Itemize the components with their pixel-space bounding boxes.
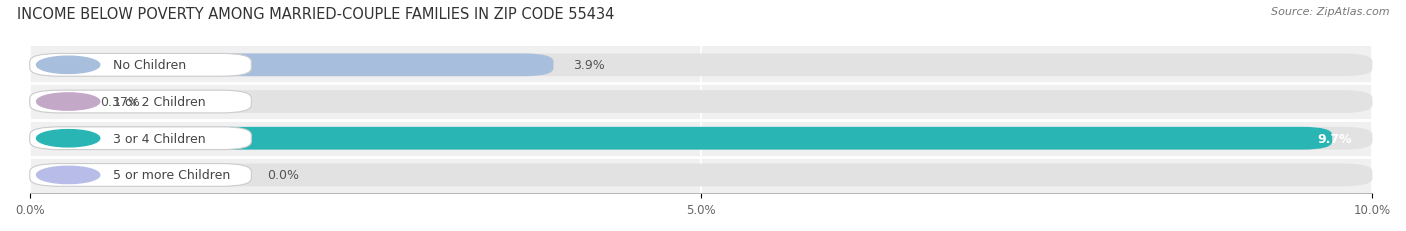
Text: No Children: No Children bbox=[114, 59, 187, 72]
Circle shape bbox=[37, 167, 100, 184]
Circle shape bbox=[37, 94, 100, 111]
Text: 9.7%: 9.7% bbox=[1317, 132, 1353, 145]
FancyBboxPatch shape bbox=[30, 91, 80, 113]
FancyBboxPatch shape bbox=[30, 54, 554, 77]
Text: 0.37%: 0.37% bbox=[100, 96, 139, 109]
Circle shape bbox=[37, 57, 100, 74]
FancyBboxPatch shape bbox=[30, 127, 1331, 150]
FancyBboxPatch shape bbox=[30, 91, 252, 113]
FancyBboxPatch shape bbox=[30, 54, 1372, 77]
FancyBboxPatch shape bbox=[30, 164, 252, 186]
Text: Source: ZipAtlas.com: Source: ZipAtlas.com bbox=[1271, 7, 1389, 17]
Text: 1 or 2 Children: 1 or 2 Children bbox=[114, 96, 205, 109]
FancyBboxPatch shape bbox=[30, 54, 252, 77]
FancyBboxPatch shape bbox=[30, 91, 1372, 113]
FancyBboxPatch shape bbox=[30, 127, 252, 150]
Text: 3.9%: 3.9% bbox=[574, 59, 606, 72]
Text: 0.0%: 0.0% bbox=[267, 169, 299, 182]
Text: 3 or 4 Children: 3 or 4 Children bbox=[114, 132, 205, 145]
Circle shape bbox=[37, 130, 100, 147]
FancyBboxPatch shape bbox=[30, 127, 1372, 150]
FancyBboxPatch shape bbox=[30, 164, 1372, 186]
Text: 5 or more Children: 5 or more Children bbox=[114, 169, 231, 182]
Text: INCOME BELOW POVERTY AMONG MARRIED-COUPLE FAMILIES IN ZIP CODE 55434: INCOME BELOW POVERTY AMONG MARRIED-COUPL… bbox=[17, 7, 614, 22]
